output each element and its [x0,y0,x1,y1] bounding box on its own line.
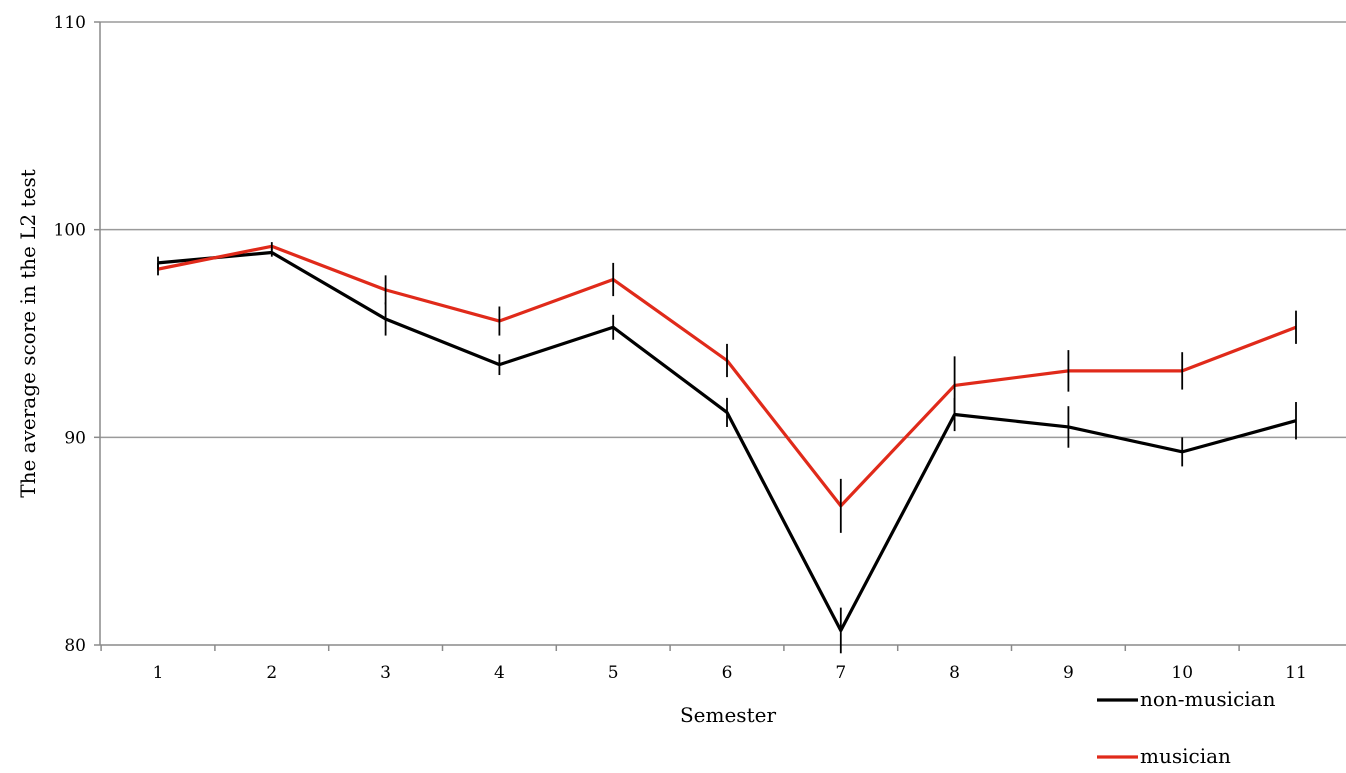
x-tick-label: 9 [1063,663,1074,683]
axis-layer [94,21,1346,651]
x-tick-label: 7 [835,663,846,683]
y-axis-title: The average score in the L2 test [16,169,40,498]
x-tick-label: 10 [1171,663,1193,683]
y-tick-label: 110 [54,13,86,33]
series-line [157,250,1297,633]
grid-layer [100,21,1346,439]
series-non-musician [157,248,1297,654]
x-tick-label: 6 [722,663,733,683]
x-tick-label: 2 [266,663,277,683]
x-tick-label: 3 [380,663,391,683]
label-layer: 80 90 100 110 1 2 3 4 5 6 7 8 9 10 11 Semester The avera… [16,13,1307,727]
x-tick-label: 1 [153,663,164,683]
legend-label: non-musician [1140,687,1276,711]
x-tick-label: 11 [1285,663,1307,683]
series-musician [157,242,1297,533]
x-tick-label: 8 [949,663,960,683]
x-axis-title: Semester [680,703,776,727]
y-tick-label: 100 [54,221,86,241]
series-layer [157,242,1297,654]
x-tick-label: 4 [494,663,505,683]
x-tick-label: 5 [608,663,619,683]
y-tick-label: 90 [64,428,86,448]
legend-label: musician [1140,744,1231,768]
y-tick-label: 80 [64,636,86,656]
legend: non-musician musician [1097,687,1276,768]
